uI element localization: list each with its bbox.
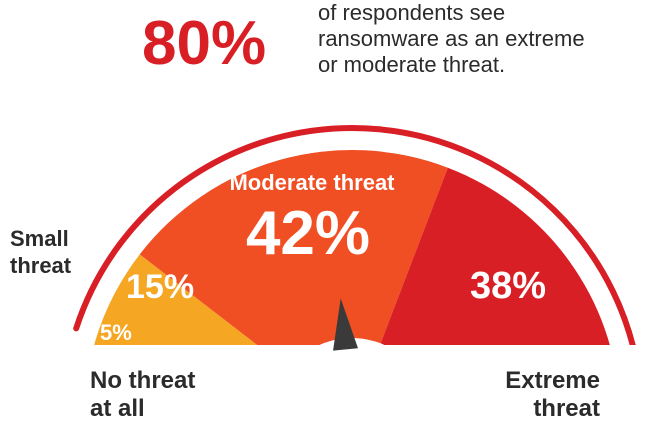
outer-highlight-arc (73, 125, 643, 385)
headline-line-3: or moderate threat. (318, 52, 505, 77)
value-label-no-threat: 5% (100, 320, 132, 345)
headline-line-1: of respondents see (318, 0, 505, 25)
value-label-small-threat: 15% (126, 268, 194, 306)
no-threat-label-line-1: No threat (90, 367, 195, 394)
slice-moderate-threat (139, 150, 448, 370)
extreme-threat-label-line-2: threat (533, 395, 600, 421)
small-threat-label-line-2: threat (10, 253, 72, 278)
value-label-extreme-threat: 38% (470, 265, 546, 307)
extreme-threat-label-line-1: Extreme (505, 367, 600, 394)
moderate-threat-title: Moderate threat (229, 170, 395, 195)
gauge-needle (333, 298, 358, 351)
no-threat-label-line-2: at all (90, 395, 145, 421)
headline-line-2: ransomware as an extreme (318, 26, 585, 51)
small-threat-label-line-1: Small (10, 226, 69, 251)
value-label-moderate-threat: 42% (246, 199, 370, 268)
baseline-mask (0, 345, 650, 421)
headline-percent: 80% (142, 9, 266, 78)
